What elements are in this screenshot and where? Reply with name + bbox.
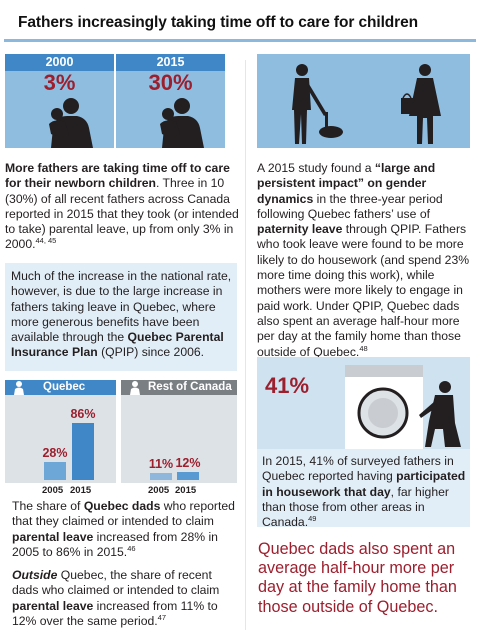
qp-text-1: The share of xyxy=(12,499,84,513)
intro-body: . Three in 10 (30%) of all recent father… xyxy=(5,176,239,252)
father-baby-icon xyxy=(160,98,204,148)
person-icon xyxy=(14,381,24,395)
x-tick-label: 2015 xyxy=(70,485,92,496)
chart-header: Rest of Canada xyxy=(121,380,237,395)
sp-text-2: in the three-year period following Quebe… xyxy=(257,191,443,221)
woman-head-icon xyxy=(419,64,431,76)
bar-value-label: 11% xyxy=(148,457,174,471)
laundry-illustration xyxy=(345,365,461,449)
quebec-context-box xyxy=(5,263,237,371)
header-bar: Fathers increasingly taking time off to … xyxy=(4,4,476,42)
chart-bar xyxy=(72,423,94,480)
study-paragraph: A 2015 study found a “large and persiste… xyxy=(257,161,473,360)
sp-bold-2: paternity leave xyxy=(257,222,343,237)
column-divider xyxy=(245,60,246,630)
sv-text-2: , far higher than those from other areas… xyxy=(262,484,449,530)
washer-box: 41% xyxy=(257,357,470,449)
intro-lead: More fathers are taking time off to care… xyxy=(5,161,230,191)
context-text-1: Much of the increase in the national rat… xyxy=(11,269,232,345)
context-text-2: (QPIP) since 2006. xyxy=(97,345,205,360)
footnote-ref: 44, 45 xyxy=(35,236,57,246)
chart-rest-of-canada: Rest of Canada 11% 12% xyxy=(121,380,237,483)
sv-text-1: In 2015, 41% of surveyed fathers in Queb… xyxy=(262,454,454,484)
father-baby-icon xyxy=(49,98,93,148)
chart-title: Rest of Canada xyxy=(148,381,232,393)
sv-bold-1: participated in housework that day xyxy=(262,469,466,499)
bar-value-label: 12% xyxy=(175,456,201,470)
person-icon xyxy=(130,381,140,395)
qp-bold-1: Quebec dads xyxy=(83,499,161,513)
housework-tile xyxy=(257,54,470,148)
survey-box xyxy=(257,449,470,527)
man-head-icon xyxy=(296,64,308,76)
op-bold-1: Outside xyxy=(12,568,58,582)
chart-quebec: Quebec 28% 86% xyxy=(5,380,116,483)
qp-text-3: increased from 28% in 2005 to 86% in 201… xyxy=(12,529,218,559)
callout-quote: Quebec dads also spent an average half-h… xyxy=(258,540,457,616)
tile-year: 2000 xyxy=(5,54,114,71)
bar-value-label: 28% xyxy=(42,446,68,460)
qp-text-2: who reported that they claimed or intend… xyxy=(12,499,235,529)
sp-text-3: through QPIP. Fathers who took leave wer… xyxy=(257,222,470,359)
footnote-ref: 47 xyxy=(157,612,166,622)
bar-value-label: 86% xyxy=(70,407,96,421)
sp-bold-1: “large and persistent impact” on gender … xyxy=(257,161,436,206)
washer-percent: 41% xyxy=(265,373,310,398)
tile-2000: 2000 3% xyxy=(5,54,114,148)
housework-illustration xyxy=(292,64,441,144)
survey-text: In 2015, 41% of surveyed fathers in Queb… xyxy=(262,454,467,530)
chart-bar xyxy=(177,472,199,480)
x-tick-label: 2015 xyxy=(175,485,197,496)
kneeling-man-icon xyxy=(419,381,461,447)
footnote-ref: 48 xyxy=(359,343,368,353)
tile-2015: 2015 30% xyxy=(116,54,225,148)
op-bold-2: parental leave xyxy=(12,598,94,613)
page-title: Fathers increasingly taking time off to … xyxy=(18,14,418,31)
x-tick-label: 2005 xyxy=(42,485,64,496)
op-text-2: increased from 11% to 12% over the same … xyxy=(12,598,218,628)
chart-bar xyxy=(44,462,66,480)
x-tick-label: 2005 xyxy=(148,485,170,496)
chart-title: Quebec xyxy=(43,381,86,393)
footnote-ref: 46 xyxy=(127,543,136,553)
sp-text-1: A 2015 study found a xyxy=(257,161,375,175)
qpip-name: Quebec Parental Insurance Plan xyxy=(11,330,224,360)
intro-paragraph: More fathers are taking time off to care… xyxy=(5,161,240,253)
footnote-ref: 49 xyxy=(308,514,317,524)
tile-year: 2015 xyxy=(116,54,225,71)
quebec-dads-paragraph: The share of Quebec dads who reported th… xyxy=(12,499,237,560)
op-text-1: Quebec, the share of recent dads who cla… xyxy=(12,568,220,598)
tile-percent: 3% xyxy=(43,70,76,95)
outside-quebec-paragraph: Outside Quebec, the share of recent dads… xyxy=(12,568,237,629)
qp-bold-2: parental leave xyxy=(12,529,94,544)
chart-header: Quebec xyxy=(5,380,116,395)
tile-percent: 30% xyxy=(148,70,193,95)
quebec-context-text: Much of the increase in the national rat… xyxy=(11,269,233,361)
chart-bar xyxy=(150,473,172,480)
